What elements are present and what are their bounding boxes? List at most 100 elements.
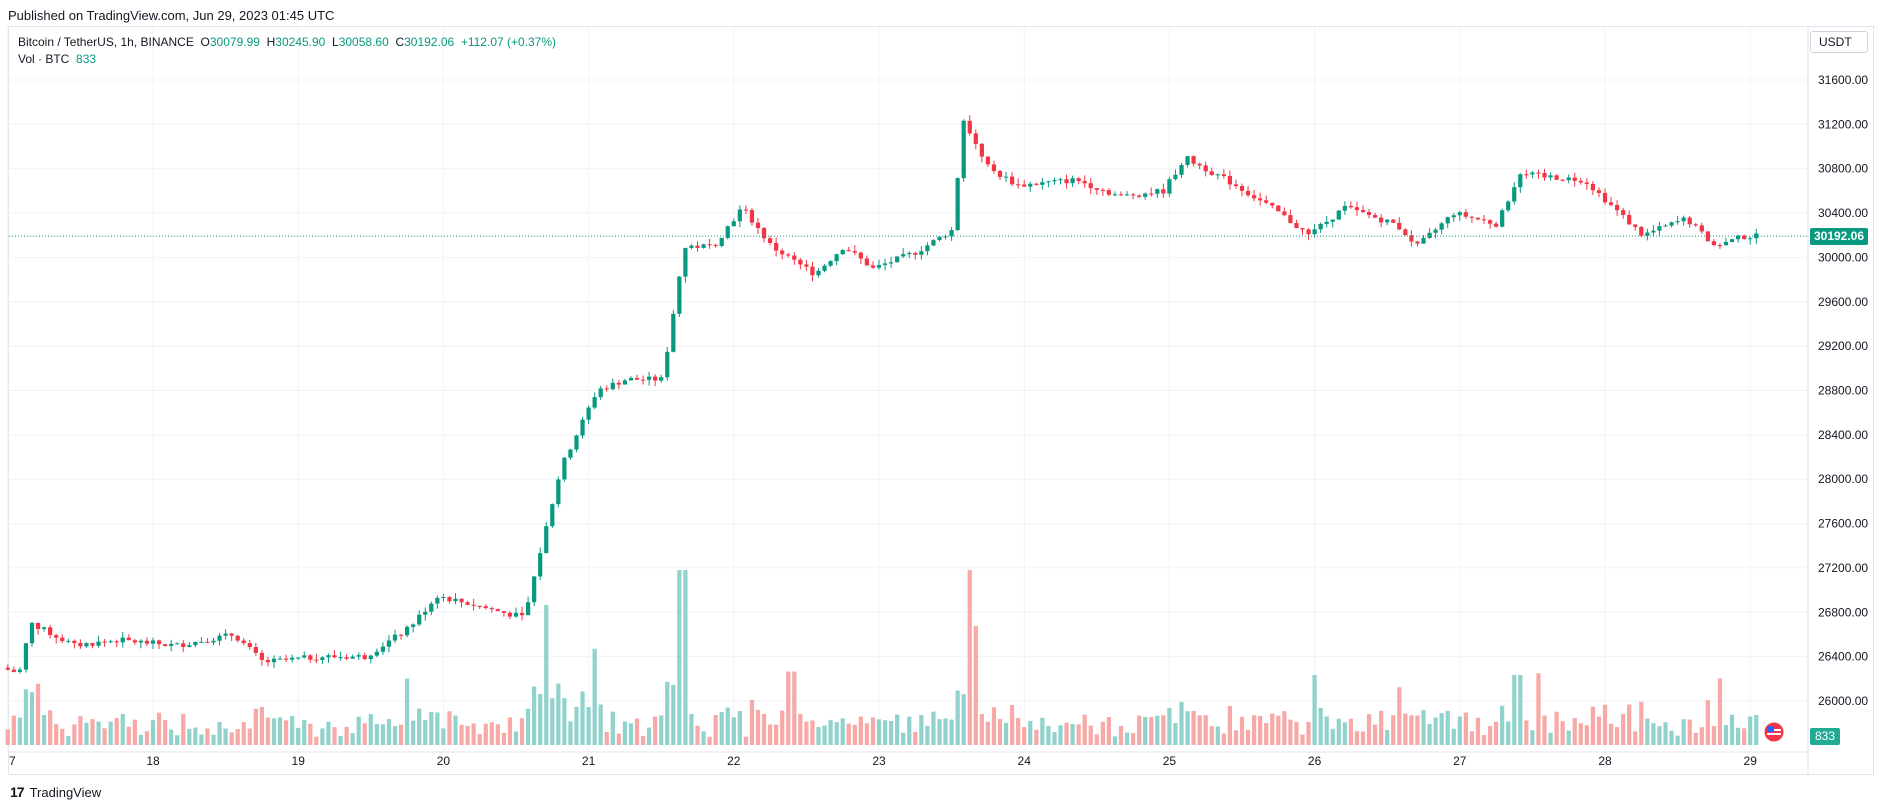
candle-body [616,382,621,385]
candle-body [1185,156,1190,165]
candle-body [780,250,785,255]
candle-body [574,435,579,450]
candle-body [1360,210,1366,213]
volume-label[interactable]: Vol · BTC [18,52,70,66]
candle-body [1167,179,1172,194]
candle-body [150,640,156,644]
candle-body [1590,183,1596,191]
candle-body [72,640,77,644]
volume-bar [296,727,301,745]
candle-body [302,655,307,658]
volume-bar [1379,710,1384,745]
candle-body [792,255,797,260]
volume-bar [1239,716,1245,745]
candle-body [586,407,591,420]
candle-body [568,449,573,458]
candle-body [1143,193,1148,197]
volume-bar [532,686,537,745]
candle-body [1064,179,1069,184]
candle-body [519,612,525,616]
volume-bar [411,720,416,745]
candle-body [1403,229,1408,236]
candle-body [78,643,83,647]
candle-body [1366,212,1372,215]
candle-body [29,622,35,644]
candle-body [628,378,634,381]
volume-bar [84,722,89,745]
candle-body [374,651,379,656]
volume-bar [586,707,591,745]
candle-body [453,598,458,602]
volume-bar [435,712,440,745]
volume-bar [314,736,319,745]
candle-body [271,658,277,663]
volume-bar [417,708,422,745]
volume-bar [1028,720,1033,745]
volume-bar [1742,728,1747,745]
volume-bar [156,712,162,745]
candle-body [96,641,101,646]
candle-body [1451,215,1456,218]
candle-body [1657,226,1662,231]
volume-bar [259,706,265,745]
candle-body [707,244,712,246]
volume-bar [187,728,192,745]
volume-bar [1022,727,1027,745]
candle-body [1209,171,1214,175]
currency-button[interactable]: USDT [1810,31,1868,53]
candle-body [1687,217,1692,225]
candle-body [1106,190,1112,195]
volume-bar [901,732,906,745]
candle-body [767,238,773,243]
candle-body [17,669,23,672]
candle-body [1372,214,1378,218]
volume-bar [1524,720,1529,745]
volume-bar [743,736,749,745]
candle-body [737,209,742,222]
candles [5,115,1759,674]
candle-body [441,597,446,599]
us-flag-icon[interactable] [1763,721,1785,743]
volume-bar [1215,726,1220,745]
volume-bar [1409,715,1414,745]
candle-body [689,245,694,248]
candle-body [901,254,906,257]
price-tick-label: 31600.00 [1818,73,1868,87]
candle-body [1675,221,1680,223]
volume-bar [1258,715,1263,745]
candle-body [810,266,815,276]
volume-bar [120,714,125,745]
volume-bar [767,724,773,745]
volume-bar [1391,715,1396,745]
volume-bar [840,718,845,745]
volume-bar [362,723,367,745]
candle-body [217,635,222,641]
volume-bar [1717,678,1723,745]
price-tick-label: 30400.00 [1818,206,1868,220]
candle-body [671,313,676,352]
volume-bar [1070,724,1075,745]
volume-bar [798,714,803,745]
candle-body [913,252,918,255]
candle-body [66,640,71,642]
footer-brand[interactable]: 17 TradingView [10,784,101,800]
published-caption: Published on TradingView.com, Jun 29, 20… [8,8,335,23]
symbol-label[interactable]: Bitcoin / TetherUS, 1h, BINANCE [18,35,194,49]
volume-bar [1705,700,1710,745]
candle-body [1742,235,1747,240]
candle-body [1324,221,1329,224]
volume-bar [302,719,307,745]
candle-body [386,640,392,647]
volume-bar [1487,726,1493,745]
chart-frame[interactable] [8,26,1874,775]
volume-bar [653,716,658,745]
candle-body [423,611,428,615]
candle-body [1161,189,1166,194]
candle-body [1082,181,1087,184]
candle-body [1124,194,1130,196]
time-tick-label: 28 [1598,754,1612,768]
candle-body [1348,205,1354,208]
time-tick-label: 21 [582,754,596,768]
volume-bar [1082,714,1087,745]
